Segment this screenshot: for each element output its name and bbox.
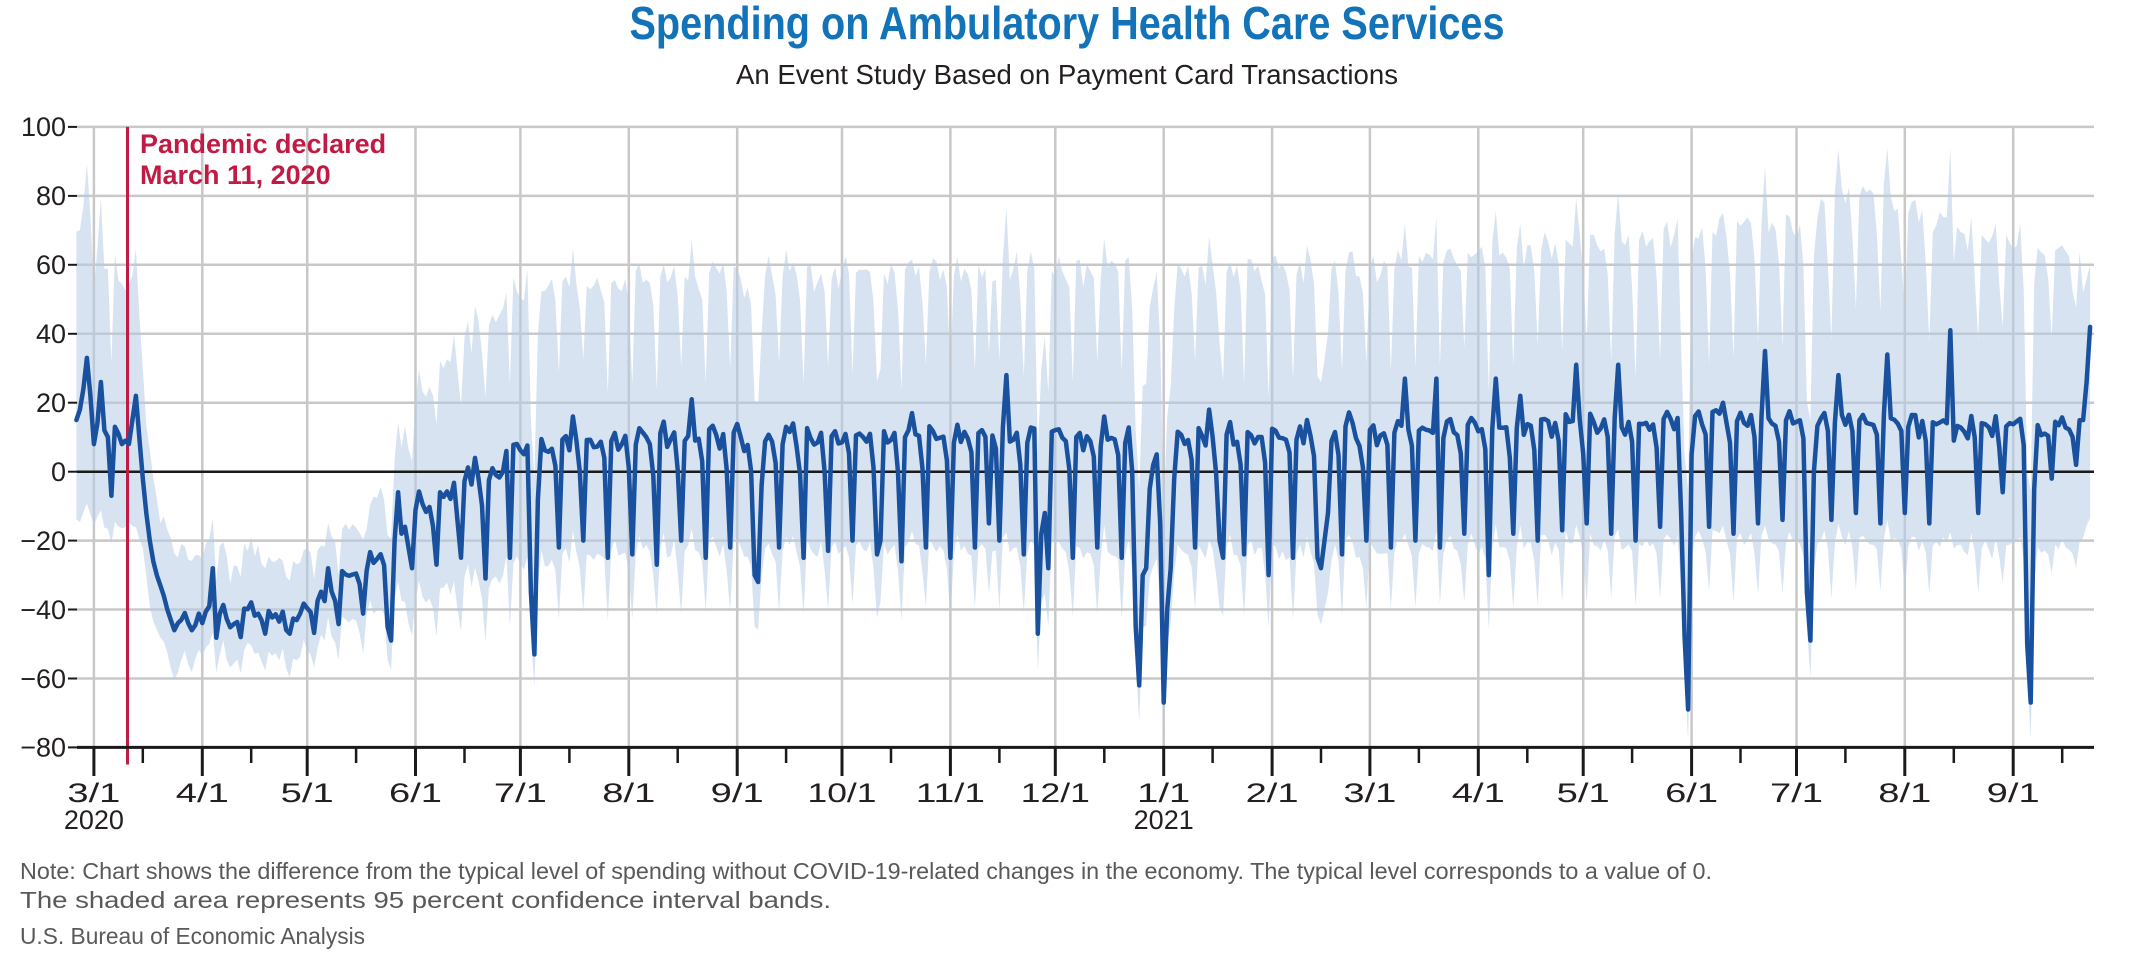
svg-text:2020: 2020 (64, 805, 124, 835)
svg-text:−60: −60 (20, 664, 66, 694)
svg-text:12/1: 12/1 (1021, 778, 1090, 808)
svg-text:U.S. Bureau of Economic Analys: U.S. Bureau of Economic Analysis (20, 923, 365, 949)
svg-text:−80: −80 (20, 733, 66, 763)
svg-text:4/1: 4/1 (1452, 778, 1505, 808)
svg-text:9/1: 9/1 (711, 778, 764, 808)
svg-text:9/1: 9/1 (1987, 778, 2040, 808)
svg-text:Note: Chart shows the differen: Note: Chart shows the difference from th… (20, 858, 1712, 884)
svg-text:80: 80 (36, 181, 66, 211)
svg-text:0: 0 (51, 457, 66, 487)
svg-text:−40: −40 (20, 595, 66, 625)
svg-text:4/1: 4/1 (176, 778, 229, 808)
svg-text:10/1: 10/1 (808, 778, 877, 808)
svg-text:3/1: 3/1 (1343, 778, 1396, 808)
svg-text:2/1: 2/1 (1246, 778, 1299, 808)
svg-text:6/1: 6/1 (1665, 778, 1718, 808)
svg-text:40: 40 (36, 319, 66, 349)
svg-text:5/1: 5/1 (281, 778, 334, 808)
svg-text:−20: −20 (20, 526, 66, 556)
svg-text:Pandemic declared: Pandemic declared (140, 129, 386, 159)
svg-text:5/1: 5/1 (1557, 778, 1610, 808)
svg-text:20: 20 (36, 388, 66, 418)
svg-text:8/1: 8/1 (602, 778, 655, 808)
svg-text:An Event Study Based on Paymen: An Event Study Based on Payment Card Tra… (736, 59, 1398, 90)
svg-text:8/1: 8/1 (1878, 778, 1931, 808)
svg-text:3/1: 3/1 (67, 778, 120, 808)
svg-text:Spending on Ambulatory Health: Spending on Ambulatory Health Care Servi… (630, 0, 1505, 49)
svg-text:7/1: 7/1 (494, 778, 547, 808)
svg-text:6/1: 6/1 (389, 778, 442, 808)
svg-text:7/1: 7/1 (1770, 778, 1823, 808)
svg-text:60: 60 (36, 250, 66, 280)
svg-text:100: 100 (21, 112, 66, 142)
svg-text:2021: 2021 (1134, 805, 1194, 835)
svg-text:1/1: 1/1 (1137, 778, 1190, 808)
svg-text:March 11, 2020: March 11, 2020 (140, 160, 331, 190)
svg-text:11/1: 11/1 (916, 778, 985, 808)
svg-text:The shaded area represents 95: The shaded area represents 95 percent co… (20, 887, 831, 913)
